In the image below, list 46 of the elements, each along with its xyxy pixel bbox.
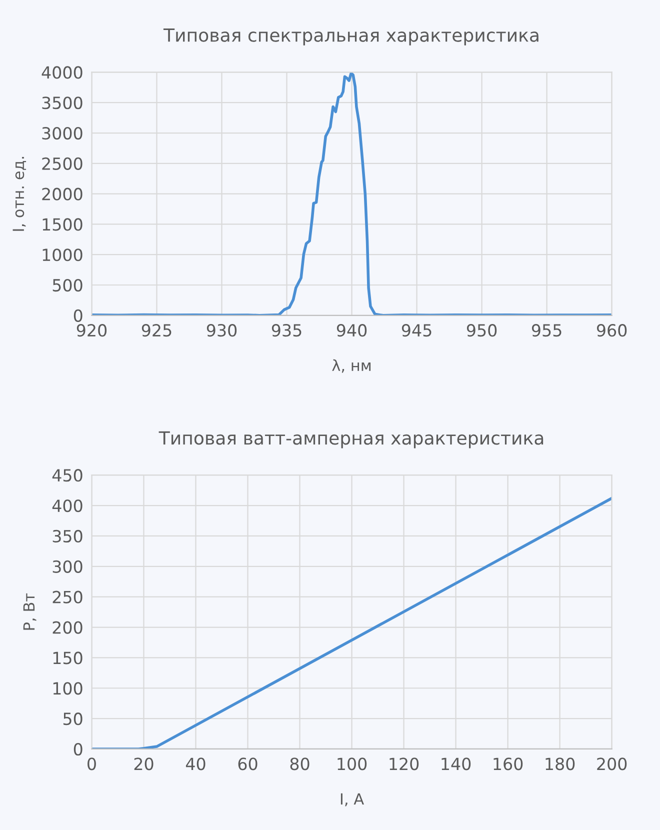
x-tick-label: 120 [390,758,419,770]
x-axis-title: λ, нм [332,359,371,373]
y-tick-label: 450 [52,469,82,482]
x-tick-label: 955 [532,324,562,337]
x-tick-label: 160 [494,758,523,770]
y-tick-label: 0 [74,742,82,756]
x-tick-label: 20 [134,758,154,770]
x-tick-label: 40 [186,758,206,770]
y-axis-title: P, Вт [23,593,36,630]
x-tick-label: 925 [142,324,172,337]
line-series [92,72,612,316]
y-tick-label: 0 [74,309,82,322]
x-tick-label: 935 [272,324,302,337]
y-tick-label: 3500 [42,96,82,110]
y-tick-label: 200 [52,621,82,634]
x-tick-label: 140 [442,758,471,770]
y-tick-label: 1000 [42,248,82,262]
y-tick-label: 100 [53,682,82,695]
y-tick-label: 350 [52,530,82,543]
y-tick-label: 2500 [42,157,82,170]
x-tick-label: 960 [596,324,627,337]
x-tick-label: 180 [546,758,575,770]
y-tick-label: 300 [52,560,82,573]
y-tick-label: 400 [52,499,82,512]
y-tick-label: 2000 [42,188,82,200]
x-tick-label: 80 [290,758,310,770]
y-tick-label: 250 [52,590,82,604]
y-tick-label: 50 [63,712,82,726]
x-tick-label: 945 [402,324,432,337]
y-tick-label: 3000 [42,126,82,140]
y-tick-label: 4000 [42,66,82,79]
y-tick-label: 500 [52,278,82,292]
y-tick-label: 150 [53,652,82,664]
y-axis-title: I, отн. ед. [12,156,26,231]
x-tick-label: 930 [206,324,237,337]
x-tick-label: 60 [238,758,258,770]
chart-title: Типовая ватт-амперная характеристика [158,431,544,448]
chart-title: Типовая спектральная характеристика [163,28,538,46]
x-tick-label: 200 [597,758,627,770]
x-tick-label: 940 [336,324,367,337]
x-tick-label: 920 [76,324,107,337]
x-tick-label: 0 [88,758,96,770]
x-tick-label: 950 [466,324,497,337]
x-tick-label: 100 [338,758,367,770]
y-tick-label: 1500 [42,218,82,231]
x-axis-title: I, А [340,793,364,806]
